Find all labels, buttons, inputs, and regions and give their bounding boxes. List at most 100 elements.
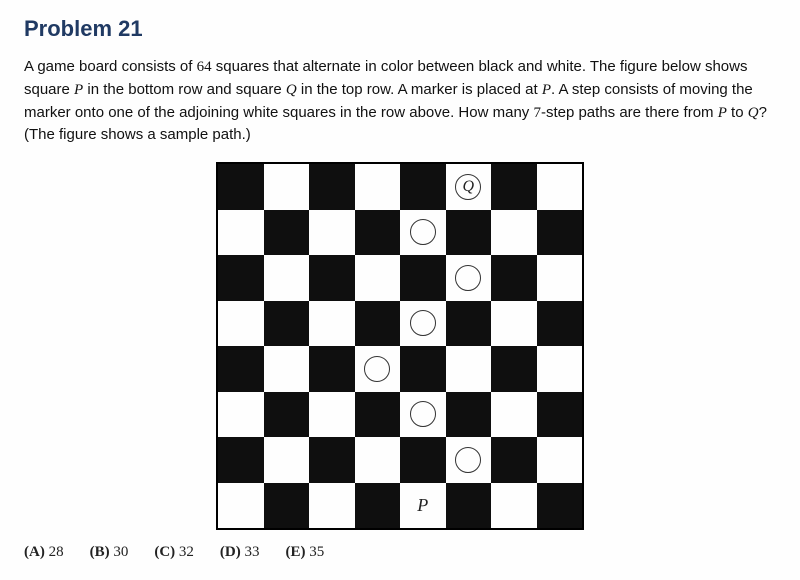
board-square — [355, 255, 401, 301]
board-square — [355, 164, 401, 210]
board-square — [264, 255, 310, 301]
choice-key: (D) — [220, 544, 241, 560]
text: to — [727, 104, 748, 121]
board-square — [446, 437, 492, 483]
board-square — [355, 392, 401, 438]
path-marker — [364, 356, 390, 382]
choice-val: 28 — [49, 544, 64, 560]
board-square — [537, 437, 583, 483]
board-square — [537, 164, 583, 210]
board-square — [309, 255, 355, 301]
path-marker — [455, 447, 481, 473]
board-square — [264, 301, 310, 347]
choice-val: 30 — [113, 544, 128, 560]
board-square — [491, 301, 537, 347]
board-square: Q — [446, 164, 492, 210]
board-square — [400, 392, 446, 438]
board-square — [218, 483, 264, 529]
board-square — [218, 392, 264, 438]
board-square — [355, 210, 401, 256]
text: in the bottom row and square — [83, 81, 286, 98]
text: -step paths are there from — [541, 104, 718, 121]
board-square — [446, 392, 492, 438]
board-square — [537, 255, 583, 301]
text: in the top row. A marker is placed at — [297, 81, 542, 98]
board-square — [537, 392, 583, 438]
board-square — [218, 346, 264, 392]
board-square — [537, 301, 583, 347]
board-square — [537, 483, 583, 529]
board-square — [218, 255, 264, 301]
choice-key: (E) — [285, 544, 305, 560]
board-square — [491, 346, 537, 392]
board-square — [491, 437, 537, 483]
board-square — [446, 483, 492, 529]
choice-E: (E) 35 — [285, 544, 324, 561]
problem-title: Problem 21 — [24, 16, 776, 42]
board-square — [309, 437, 355, 483]
var-Q: Q — [286, 82, 297, 98]
board-square — [309, 164, 355, 210]
board-square — [355, 437, 401, 483]
choice-key: (B) — [90, 544, 110, 560]
board-square — [491, 164, 537, 210]
board-square — [400, 437, 446, 483]
choice-val: 33 — [244, 544, 259, 560]
board-square — [355, 301, 401, 347]
choice-C: (C) 32 — [154, 544, 194, 561]
figure-wrap: QP — [24, 162, 776, 530]
board-square — [264, 437, 310, 483]
board-square — [309, 301, 355, 347]
choice-val: 32 — [179, 544, 194, 560]
choice-D: (D) 33 — [220, 544, 260, 561]
board-square — [355, 483, 401, 529]
board-square — [264, 346, 310, 392]
board-square — [264, 392, 310, 438]
choice-key: (C) — [154, 544, 175, 560]
path-marker — [410, 401, 436, 427]
problem-statement: A game board consists of 64 squares that… — [24, 56, 776, 146]
choice-B: (B) 30 — [90, 544, 129, 561]
board-square — [309, 210, 355, 256]
choice-A: (A) 28 — [24, 544, 64, 561]
board-square — [218, 210, 264, 256]
path-marker — [410, 310, 436, 336]
board-square — [446, 346, 492, 392]
board-square — [491, 255, 537, 301]
marker-Q: Q — [455, 174, 481, 200]
board-square — [218, 301, 264, 347]
board-square — [264, 483, 310, 529]
board-square — [218, 164, 264, 210]
var-P: P — [718, 105, 727, 121]
answer-choices: (A) 28 (B) 30 (C) 32 (D) 33 (E) 35 — [24, 544, 776, 561]
board-square — [537, 346, 583, 392]
var-P: P — [74, 82, 83, 98]
path-marker — [410, 219, 436, 245]
choice-key: (A) — [24, 544, 45, 560]
board-square — [264, 210, 310, 256]
num-7: 7 — [533, 105, 541, 121]
board-square — [537, 210, 583, 256]
text: A game board consists of — [24, 58, 197, 75]
board-square: P — [400, 483, 446, 529]
board-square — [400, 164, 446, 210]
path-marker — [455, 265, 481, 291]
board-square — [400, 346, 446, 392]
board-square — [491, 210, 537, 256]
var-Q: Q — [748, 105, 759, 121]
board-square — [218, 437, 264, 483]
board-square — [355, 346, 401, 392]
board-square — [400, 255, 446, 301]
board-square — [446, 301, 492, 347]
board-square — [400, 301, 446, 347]
board-square — [400, 210, 446, 256]
board-square — [264, 164, 310, 210]
board-square — [309, 346, 355, 392]
board-square — [446, 210, 492, 256]
board-square — [446, 255, 492, 301]
var-P: P — [542, 82, 551, 98]
board-square — [491, 392, 537, 438]
board-square — [309, 392, 355, 438]
board-square — [309, 483, 355, 529]
board-square — [491, 483, 537, 529]
